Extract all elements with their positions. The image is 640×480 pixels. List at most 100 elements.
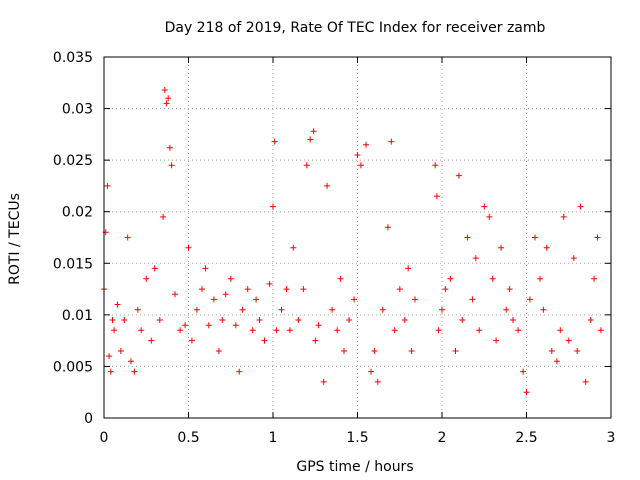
data-point [493,337,500,344]
data-point [594,234,601,241]
data-point [401,317,408,323]
data-point [357,162,364,169]
data-point [312,337,319,344]
data-point [193,306,200,313]
data-point [341,348,347,354]
axis-ticks [103,56,612,419]
data-point [526,296,533,303]
data-point [334,327,341,334]
data-point [236,368,243,375]
data-point [405,265,412,272]
data-point [553,358,560,365]
data-point [520,368,527,375]
data-point [391,327,398,334]
data-point [548,348,555,354]
data-point [532,234,538,241]
data-point [166,144,173,151]
data-point [227,275,234,282]
data-point [107,368,114,375]
data-point [310,128,317,135]
data-point [315,322,322,329]
data-point [300,286,307,293]
data-point [574,348,581,354]
data-point [374,378,381,385]
data-point [379,306,386,313]
data-point [295,317,302,323]
data-point [239,306,246,313]
x-tick-label: 2 [438,430,447,446]
data-point [368,368,374,375]
data-point [244,286,251,293]
data-point [320,378,327,385]
data-point [510,317,516,323]
data-point [354,152,361,158]
data-point [109,317,116,323]
data-point [111,327,118,334]
data-point [177,327,184,334]
data-point [408,348,415,354]
data-point [151,265,158,272]
x-tick-labels: 0 0.5 1 1.5 2 2.5 3 [100,430,616,446]
data-point [447,275,454,282]
y-tick-label: 0.025 [53,153,93,169]
data-point [523,389,530,396]
data-point [106,353,113,360]
data-point [303,162,310,169]
x-tick-label: 1.5 [346,430,368,446]
y-tick-label: 0.03 [62,102,93,118]
data-point [515,327,522,334]
data-point [121,317,128,323]
data-point [396,286,403,293]
data-point [582,378,589,385]
data-point [597,327,604,334]
grid-lines [104,57,611,418]
data-point [455,172,462,179]
data-point [565,337,572,344]
data-point [283,286,290,293]
data-point [143,275,150,282]
data-point [498,244,505,251]
x-axis-label: GPS time / hours [296,459,413,475]
data-point [346,317,353,323]
data-point [232,322,239,329]
data-point [271,138,278,145]
data-point [114,301,121,308]
data-point [384,224,391,231]
data-point [363,141,369,148]
data-point [199,286,205,293]
data-point [124,234,131,241]
data-point [481,203,488,210]
data-point [210,296,217,303]
chart-title: Day 218 of 2019, Rate Of TEC Index for r… [165,20,546,36]
data-point [452,348,459,354]
data-point [591,275,598,282]
data-point [273,327,280,334]
data-point [270,203,276,210]
data-point [486,213,493,220]
data-point [543,244,550,251]
x-tick-label: 0 [100,430,109,446]
data-point [261,337,268,344]
data-point [182,322,189,329]
data-point [131,368,138,375]
data-point [570,255,577,262]
data-point [557,327,564,334]
data-point [577,203,584,210]
data-point [286,327,293,334]
data-point [253,296,260,303]
y-tick-label: 0.035 [53,50,93,66]
data-point [537,275,543,282]
data-point [134,306,141,313]
x-tick-label: 0.5 [177,430,199,446]
data-point [371,348,378,354]
y-axis-label: ROTI / TECUs [7,193,23,285]
data-point [163,100,170,107]
data-point [161,87,168,93]
data-point [156,317,163,323]
data-point [249,327,256,334]
data-point [540,306,547,313]
data-point [168,162,175,169]
data-point [469,296,476,303]
data-point [219,317,226,323]
